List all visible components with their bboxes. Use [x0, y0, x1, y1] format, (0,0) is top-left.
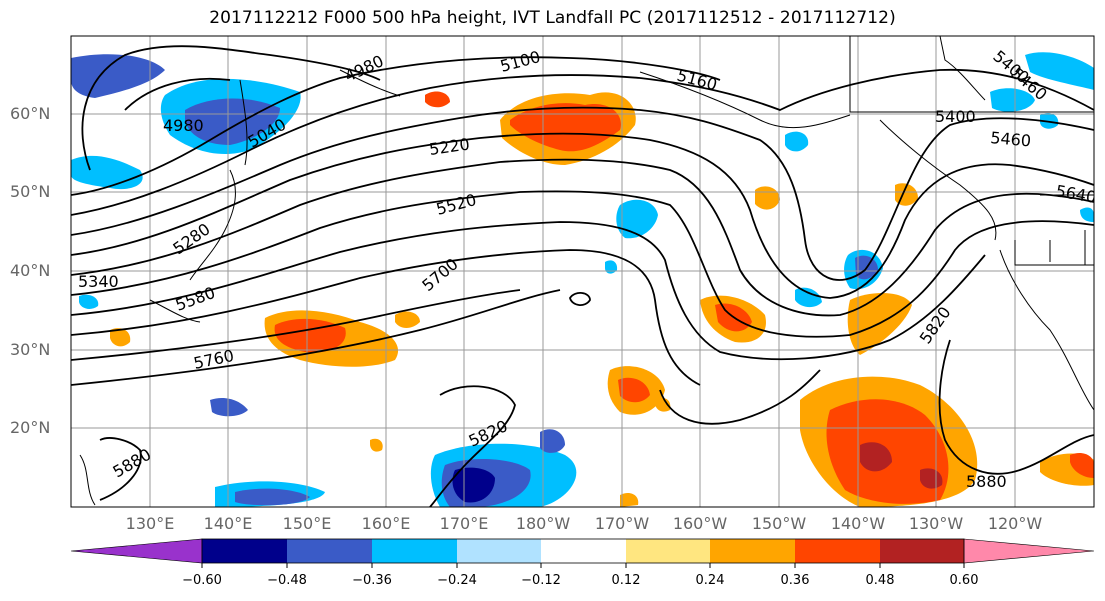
- lat-label-40n: 40°N: [10, 261, 51, 280]
- contour-label: 4980: [163, 116, 204, 135]
- contour-label: 5820: [916, 303, 955, 347]
- lon-label: 170°W: [594, 514, 650, 533]
- contour-label: 5640: [1054, 181, 1097, 207]
- contour-label: 5580: [173, 283, 218, 315]
- colorbar-swatch: [287, 539, 372, 563]
- lat-label-20n: 20°N: [10, 418, 51, 437]
- contour-label: 5460: [990, 128, 1032, 150]
- colorbar-tick-label: −0.36: [352, 573, 392, 588]
- colorbar-tick-label: −0.48: [267, 573, 307, 588]
- colorbar-tick-label: 0.60: [949, 573, 979, 588]
- colorbar-swatch: [457, 539, 541, 563]
- ivt-positive-shading: [110, 91, 1094, 507]
- lon-label: 130°E: [125, 514, 175, 533]
- lon-label: 160°W: [672, 514, 728, 533]
- colorbar-lower-extend: [70, 538, 203, 564]
- lat-label-50n: 50°N: [10, 182, 51, 201]
- lon-label: 170°E: [439, 514, 489, 533]
- colorbar-tick-label: −0.12: [521, 573, 561, 588]
- colorbar: [70, 538, 1095, 568]
- colorbar-tick-label: 0.36: [780, 573, 810, 588]
- lon-label: 140°E: [203, 514, 253, 533]
- map-frame: [70, 35, 1095, 508]
- lat-label-60n: 60°N: [10, 104, 51, 123]
- contour-label: 5160: [675, 66, 719, 95]
- contour-label: 4980: [342, 51, 387, 85]
- colorbar-tick-label: 0.12: [611, 573, 641, 588]
- colorbar-tick-label: −0.60: [182, 573, 222, 588]
- map-title: 2017112212 F000 500 hPa height, IVT Land…: [209, 8, 896, 28]
- colorbar-swatch: [795, 539, 880, 563]
- colorbar-swatch: [541, 539, 626, 563]
- contour-label: 5880: [110, 445, 155, 482]
- contour-label: 5280: [169, 219, 213, 258]
- contour-label: 5340: [78, 272, 119, 291]
- contour-label: 5100: [498, 47, 542, 76]
- lon-label: 180°W: [515, 514, 571, 533]
- colorbar-tick-label: 0.48: [865, 573, 895, 588]
- lon-label: 150°E: [282, 514, 332, 533]
- contour-label: 5520: [434, 190, 478, 219]
- colorbar-tick-label: −0.24: [437, 573, 477, 588]
- colorbar-swatch: [626, 539, 710, 563]
- colorbar-swatch: [202, 539, 287, 563]
- colorbar-swatch: [880, 539, 964, 563]
- lon-label: 160°E: [361, 514, 411, 533]
- colorbar-upper-extend: [963, 538, 1095, 564]
- height-contours: [71, 45, 1094, 507]
- lon-label: 140°W: [830, 514, 886, 533]
- lat-label-30n: 30°N: [10, 340, 51, 359]
- colorbar-swatch: [710, 539, 795, 563]
- lon-label: 150°W: [751, 514, 807, 533]
- ivt-negative-shading: [71, 52, 1094, 507]
- lon-label: 130°W: [908, 514, 964, 533]
- colorbar-tick-label: 0.24: [695, 573, 725, 588]
- contour-label: 5400: [935, 107, 976, 126]
- lon-label: 120°W: [987, 514, 1043, 533]
- contour-label: 5880: [966, 472, 1007, 491]
- colorbar-swatch: [372, 539, 457, 563]
